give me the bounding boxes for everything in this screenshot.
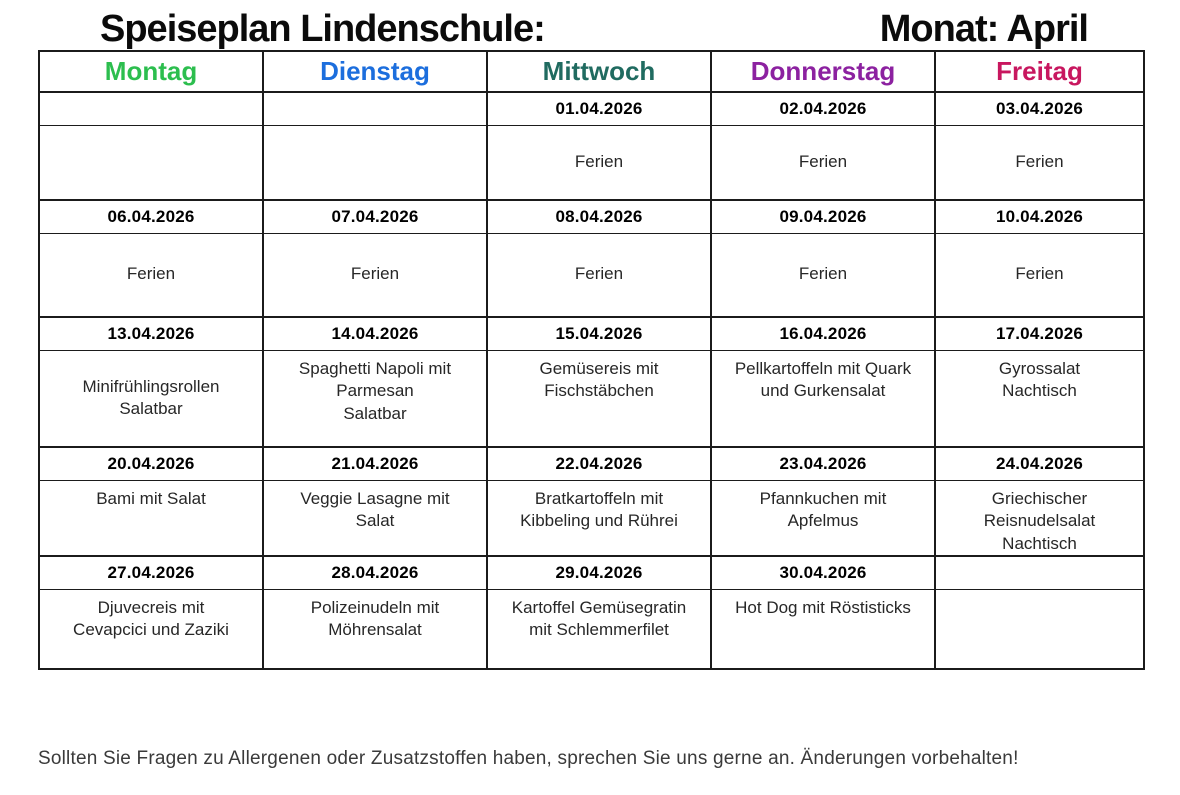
footer-note: Sollten Sie Fragen zu Allergenen oder Zu… bbox=[38, 748, 1019, 770]
date-cell bbox=[38, 91, 264, 126]
date-cell: 10.04.2026 bbox=[934, 199, 1145, 234]
week1-meal-row: Ferien Ferien Ferien bbox=[38, 124, 1145, 201]
week5-meal-row: Djuvecreis mit Cevapcici und Zaziki Poli… bbox=[38, 588, 1145, 671]
meal-cell: Ferien bbox=[710, 124, 936, 201]
month-title: Monat: April bbox=[879, 8, 1089, 50]
date-cell: 06.04.2026 bbox=[38, 199, 264, 234]
date-cell bbox=[934, 555, 1145, 590]
week3-date-row: 13.04.2026 14.04.2026 15.04.2026 16.04.2… bbox=[38, 316, 1145, 351]
date-cell: 14.04.2026 bbox=[262, 316, 488, 351]
date-cell: 30.04.2026 bbox=[710, 555, 936, 590]
date-cell: 17.04.2026 bbox=[934, 316, 1145, 351]
week4-date-row: 20.04.2026 21.04.2026 22.04.2026 23.04.2… bbox=[38, 446, 1145, 481]
meal-cell: Ferien bbox=[262, 232, 488, 318]
day-header-freitag: Freitag bbox=[934, 50, 1145, 93]
day-header-montag: Montag bbox=[38, 50, 264, 93]
meal-cell: Griechischer Reisnudelsalat Nachtisch bbox=[934, 479, 1145, 558]
week3-meal-row: Minifrühlingsrollen Salatbar Spaghetti N… bbox=[38, 349, 1145, 448]
meal-cell: Kartoffel Gemüsegratin mit Schlemmerfile… bbox=[486, 588, 712, 671]
meal-cell: Spaghetti Napoli mit Parmesan Salatbar bbox=[262, 349, 488, 448]
meal-cell: Bratkartoffeln mit Kibbeling und Rührei bbox=[486, 479, 712, 558]
meal-cell: Polizeinudeln mit Möhrensalat bbox=[262, 588, 488, 671]
date-cell: 29.04.2026 bbox=[486, 555, 712, 590]
meal-cell: Minifrühlingsrollen Salatbar bbox=[38, 349, 264, 448]
titlebar: Speiseplan Lindenschule: Monat: April bbox=[0, 0, 1180, 50]
week2-date-row: 06.04.2026 07.04.2026 08.04.2026 09.04.2… bbox=[38, 199, 1145, 234]
meal-cell: Gyrossalat Nachtisch bbox=[934, 349, 1145, 448]
date-cell: 07.04.2026 bbox=[262, 199, 488, 234]
date-cell: 23.04.2026 bbox=[710, 446, 936, 481]
date-cell: 02.04.2026 bbox=[710, 91, 936, 126]
date-cell: 16.04.2026 bbox=[710, 316, 936, 351]
meal-cell: Gemüsereis mit Fischstäbchen bbox=[486, 349, 712, 448]
date-cell: 20.04.2026 bbox=[38, 446, 264, 481]
meal-cell: Hot Dog mit Röstisticks bbox=[710, 588, 936, 671]
page-title: Speiseplan Lindenschule: bbox=[100, 8, 546, 50]
date-cell: 08.04.2026 bbox=[486, 199, 712, 234]
date-cell: 13.04.2026 bbox=[38, 316, 264, 351]
date-cell: 09.04.2026 bbox=[710, 199, 936, 234]
date-cell: 24.04.2026 bbox=[934, 446, 1145, 481]
meal-cell: Ferien bbox=[934, 232, 1145, 318]
date-cell: 15.04.2026 bbox=[486, 316, 712, 351]
meal-cell: Ferien bbox=[934, 124, 1145, 201]
date-cell: 21.04.2026 bbox=[262, 446, 488, 481]
meal-cell: Djuvecreis mit Cevapcici und Zaziki bbox=[38, 588, 264, 671]
meal-cell: Ferien bbox=[486, 232, 712, 318]
meal-plan-table: Montag Dienstag Mittwoch Donnerstag Frei… bbox=[38, 50, 1145, 671]
date-cell: 01.04.2026 bbox=[486, 91, 712, 126]
meal-cell bbox=[934, 588, 1145, 671]
week1-date-row: 01.04.2026 02.04.2026 03.04.2026 bbox=[38, 91, 1145, 126]
date-cell: 03.04.2026 bbox=[934, 91, 1145, 126]
date-cell: 27.04.2026 bbox=[38, 555, 264, 590]
meal-cell: Ferien bbox=[38, 232, 264, 318]
date-cell: 28.04.2026 bbox=[262, 555, 488, 590]
meal-cell: Pfannkuchen mit Apfelmus bbox=[710, 479, 936, 558]
day-header-dienstag: Dienstag bbox=[262, 50, 488, 93]
week5-date-row: 27.04.2026 28.04.2026 29.04.2026 30.04.2… bbox=[38, 555, 1145, 590]
meal-cell: Veggie Lasagne mit Salat bbox=[262, 479, 488, 558]
meal-cell: Pellkartoffeln mit Quark und Gurkensalat bbox=[710, 349, 936, 448]
date-cell bbox=[262, 91, 488, 126]
meal-cell: Ferien bbox=[486, 124, 712, 201]
meal-cell: Ferien bbox=[710, 232, 936, 318]
meal-cell bbox=[38, 124, 264, 201]
week4-meal-row: Bami mit Salat Veggie Lasagne mit Salat … bbox=[38, 479, 1145, 558]
day-header-mittwoch: Mittwoch bbox=[486, 50, 712, 93]
day-header-donnerstag: Donnerstag bbox=[710, 50, 936, 93]
day-header-row: Montag Dienstag Mittwoch Donnerstag Frei… bbox=[38, 50, 1145, 93]
date-cell: 22.04.2026 bbox=[486, 446, 712, 481]
meal-cell bbox=[262, 124, 488, 201]
meal-cell: Bami mit Salat bbox=[38, 479, 264, 558]
week2-meal-row: Ferien Ferien Ferien Ferien Ferien bbox=[38, 232, 1145, 318]
